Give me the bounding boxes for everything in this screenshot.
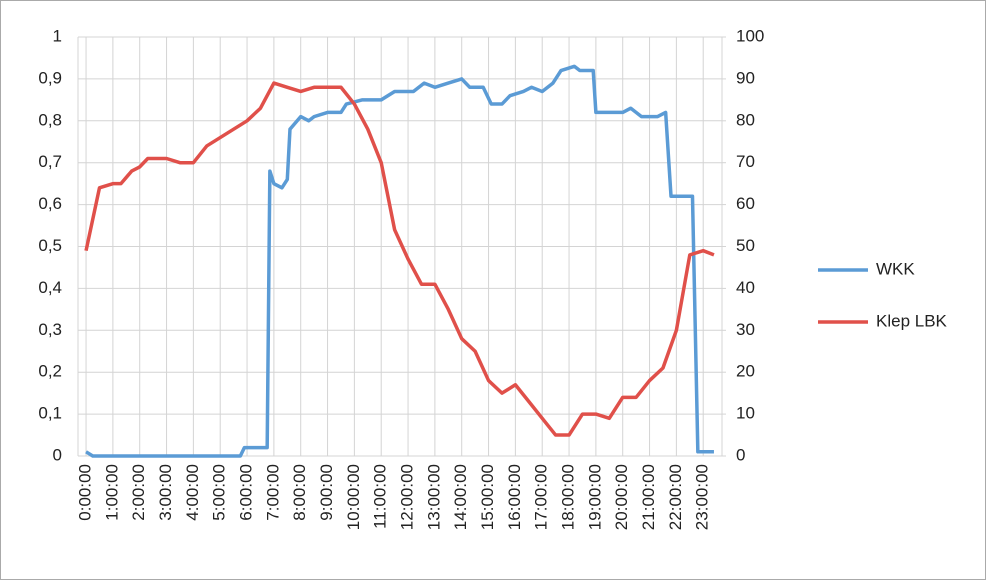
x-tick-label: 17:00:00 bbox=[532, 464, 551, 530]
legend-label: Klep LBK bbox=[876, 311, 948, 330]
x-tick-label: 11:00:00 bbox=[371, 464, 390, 529]
y2-tick-label: 90 bbox=[736, 68, 755, 87]
x-tick-label: 6:00:00 bbox=[237, 464, 256, 521]
x-tick-label: 1:00:00 bbox=[102, 464, 121, 521]
y2-tick-label: 20 bbox=[736, 362, 755, 381]
data-line bbox=[85, 64, 714, 458]
y2-tick-label: 60 bbox=[736, 194, 755, 213]
y2-tick-label: 0 bbox=[736, 445, 745, 464]
x-tick-label: 16:00:00 bbox=[505, 464, 524, 530]
y-tick-label: 0,4 bbox=[38, 278, 62, 297]
x-tick-label: 14:00:00 bbox=[451, 464, 470, 530]
y-tick-label: 0,5 bbox=[38, 236, 62, 255]
x-tick-label: 10:00:00 bbox=[344, 464, 363, 530]
x-tick-label: 20:00:00 bbox=[612, 464, 631, 530]
x-tick-label: 19:00:00 bbox=[585, 464, 604, 530]
x-tick-label: 21:00:00 bbox=[639, 464, 658, 530]
x-tick-label: 15:00:00 bbox=[478, 464, 497, 530]
y-tick-label: 0,8 bbox=[38, 110, 62, 129]
data-line bbox=[84, 81, 715, 437]
x-tick-label: 0:00:00 bbox=[76, 464, 95, 521]
legend-label: WKK bbox=[876, 259, 915, 278]
y2-tick-label: 70 bbox=[736, 152, 755, 171]
y-tick-label: 0,6 bbox=[38, 194, 62, 213]
x-tick-label: 9:00:00 bbox=[317, 464, 336, 521]
x-tick-label: 7:00:00 bbox=[263, 464, 282, 521]
x-tick-label: 5:00:00 bbox=[210, 464, 229, 521]
y2-tick-label: 100 bbox=[736, 26, 764, 45]
x-tick-label: 18:00:00 bbox=[559, 464, 578, 530]
x-tick-label: 2:00:00 bbox=[129, 464, 148, 521]
y2-tick-label: 10 bbox=[736, 404, 755, 423]
x-tick-label: 3:00:00 bbox=[156, 464, 175, 521]
y-tick-label: 0,2 bbox=[38, 362, 62, 381]
x-tick-label: 23:00:00 bbox=[693, 464, 712, 530]
y2-tick-label: 30 bbox=[736, 320, 755, 339]
y-tick-label: 0 bbox=[53, 445, 62, 464]
x-tick-label: 13:00:00 bbox=[424, 464, 443, 530]
y-tick-label: 0,1 bbox=[38, 404, 62, 423]
x-tick-label: 12:00:00 bbox=[398, 464, 417, 530]
x-tick-label: 22:00:00 bbox=[666, 464, 685, 530]
y-tick-label: 0,3 bbox=[38, 320, 62, 339]
y-tick-label: 0,7 bbox=[38, 152, 62, 171]
y2-tick-label: 50 bbox=[736, 236, 755, 255]
x-tick-label: 4:00:00 bbox=[183, 464, 202, 521]
y2-tick-label: 80 bbox=[736, 110, 755, 129]
x-tick-label: 8:00:00 bbox=[290, 464, 309, 521]
y2-tick-label: 40 bbox=[736, 278, 755, 297]
y-tick-label: 1 bbox=[53, 26, 62, 45]
y-tick-label: 0,9 bbox=[38, 68, 62, 87]
